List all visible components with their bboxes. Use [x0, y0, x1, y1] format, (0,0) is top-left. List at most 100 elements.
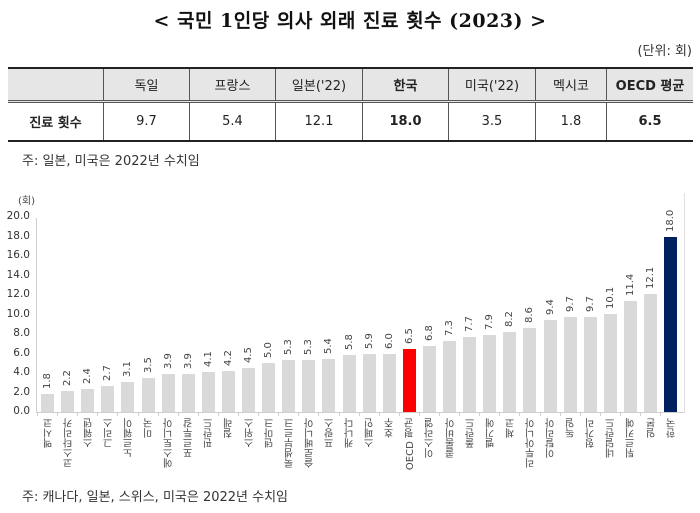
- x-category-label: 독일: [566, 418, 578, 438]
- x-tick: [217, 412, 219, 416]
- x-tick: [157, 412, 159, 416]
- chart-footnote: 주: 캐나다, 일본, 스위스, 미국은 2022년 수치임: [22, 490, 289, 505]
- y-tick-label: 4.0: [13, 366, 30, 378]
- x-category-label: 칠레: [224, 418, 236, 438]
- bar: [583, 317, 597, 412]
- x-tick: [318, 412, 320, 416]
- bar: [322, 359, 336, 412]
- bar: [503, 332, 517, 412]
- x-category-label: 에스토니아: [164, 418, 176, 468]
- table-cell: 1.8: [535, 101, 607, 142]
- y-axis-line: [36, 218, 37, 413]
- bar-value-label: 1.8: [42, 373, 53, 390]
- x-category-label: 프랑스: [324, 418, 336, 448]
- bar: [543, 320, 557, 412]
- bar: [402, 348, 416, 412]
- x-tick: [418, 412, 420, 416]
- x-tick: [77, 412, 79, 416]
- x-tick: [358, 412, 360, 416]
- chart-frame-right: [684, 193, 685, 413]
- page-title: < 국민 1인당 의사 외래 진료 횟수 (2023) >: [153, 10, 547, 32]
- x-tick: [599, 412, 601, 416]
- bar: [342, 355, 356, 412]
- bar: [523, 328, 537, 412]
- x-tick: [278, 412, 280, 416]
- bar: [161, 373, 175, 412]
- y-tick-label: 14.0: [6, 268, 30, 281]
- x-category-label: 룩셈부르크: [284, 418, 296, 468]
- y-tick-label: 10.0: [6, 307, 30, 320]
- x-category-label: 일본: [646, 418, 658, 438]
- bar-value-label: 7.9: [484, 314, 496, 330]
- y-tick-label: 8.0: [13, 327, 30, 339]
- bar-value-label: 3.5: [142, 356, 154, 373]
- y-tick-label: 16.0: [6, 249, 30, 261]
- x-axis-line: [36, 412, 684, 413]
- x-tick: [479, 412, 481, 416]
- x-tick: [499, 412, 501, 416]
- bar-value-label: 2.7: [102, 364, 114, 381]
- y-tick-label: 0.0: [13, 405, 30, 417]
- bar-value-label: 10.1: [604, 286, 616, 309]
- x-category-label: 호주: [385, 418, 397, 438]
- x-category-label: 한국: [666, 418, 678, 438]
- bar-value-label: 4.1: [202, 351, 214, 368]
- y-tick-label: 12.0: [6, 288, 30, 300]
- bar: [221, 371, 235, 412]
- bar-chart: (회) 0.0 2.0 4.0 6.0 8.0 10.0 12.0 14.0 16.0 18.0 2…: [0, 185, 700, 480]
- table-header-cell: 미국('22): [448, 67, 536, 103]
- bar: [362, 354, 376, 412]
- x-tick: [579, 412, 581, 416]
- x-category-label: 스페인: [365, 418, 377, 448]
- bar-value-label: 5.3: [283, 339, 295, 356]
- bar-value-label: 3.9: [182, 353, 194, 369]
- x-category-label: 그리스: [103, 418, 115, 448]
- bar: [483, 334, 497, 412]
- x-tick: [559, 412, 561, 416]
- x-category-label: 이스라엘: [425, 418, 437, 458]
- bar-value-label: 6.8: [423, 324, 435, 341]
- bar: [242, 368, 255, 412]
- x-tick: [660, 412, 662, 416]
- table-header-cell: 독일: [103, 67, 190, 103]
- table-cell: 5.4: [189, 101, 276, 142]
- x-category-label: 스웨덴: [83, 418, 95, 448]
- table-header-cell: 프랑스: [189, 67, 276, 103]
- unit-label: (단위: 회): [637, 44, 692, 59]
- bar-value-label: 8.2: [504, 311, 516, 328]
- bar: [61, 390, 75, 412]
- bar: [141, 377, 155, 412]
- x-category-label: 콜롬비아: [445, 418, 457, 458]
- x-category-label: 리투아니아: [525, 418, 537, 468]
- bar-value-label: 7.3: [444, 319, 455, 336]
- bar-value-label: 12.1: [645, 266, 656, 290]
- bar-value-label: 5.3: [303, 339, 315, 356]
- bar: [463, 336, 477, 412]
- table-header-cell: [8, 67, 104, 103]
- bar-value-label: 6.0: [383, 332, 395, 349]
- bar-value-label: 4.2: [222, 350, 234, 367]
- x-category-label: 노르웨이: [123, 418, 135, 458]
- x-tick: [37, 412, 38, 416]
- bar-value-label: 4.5: [243, 347, 254, 364]
- bar-value-label: 3.9: [162, 353, 174, 369]
- table-header-row: 독일 프랑스 일본('22) 한국 미국('22) 멕시코 OECD 평균: [8, 67, 693, 103]
- x-category-label: 덴마크: [264, 418, 276, 448]
- y-axis-unit: (회): [18, 196, 36, 207]
- bar-value-label: 11.4: [624, 273, 636, 296]
- x-category-label: 이탈리아: [546, 418, 557, 458]
- bar: [181, 373, 195, 412]
- x-category-label: 튀르키예: [626, 418, 638, 458]
- bar: [664, 236, 678, 412]
- x-tick: [117, 412, 119, 416]
- bar-value-label: 3.1: [122, 360, 134, 377]
- bar-value-label: 2.4: [82, 367, 94, 384]
- x-tick: [258, 412, 260, 416]
- bar-value-label: 2.2: [62, 369, 74, 386]
- bar: [121, 381, 135, 412]
- table-cell: 3.5: [448, 101, 536, 142]
- x-tick: [539, 412, 541, 416]
- y-tick-label: 6.0: [13, 346, 30, 359]
- bar-value-label: 5.4: [323, 338, 335, 355]
- x-tick: [177, 412, 179, 416]
